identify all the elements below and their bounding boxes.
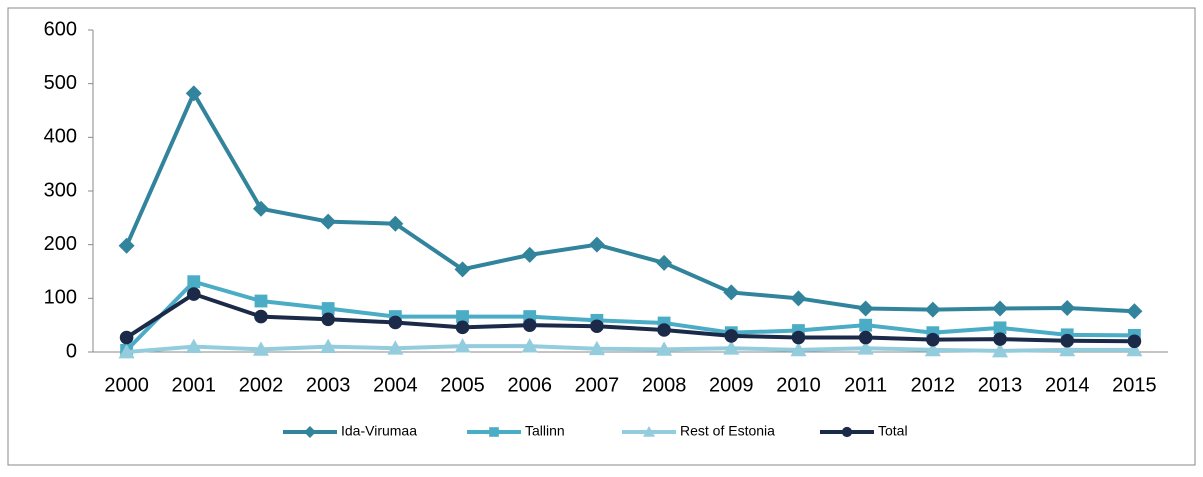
data-point bbox=[723, 284, 740, 301]
data-point bbox=[1059, 341, 1076, 357]
data-point bbox=[657, 323, 671, 337]
y-tick-label: 0 bbox=[66, 340, 77, 362]
data-point bbox=[588, 236, 605, 253]
data-point bbox=[521, 338, 538, 353]
legend-label: Tallinn bbox=[525, 423, 565, 439]
data-point bbox=[252, 341, 269, 356]
y-tick-label: 600 bbox=[44, 18, 77, 40]
y-tick-label: 500 bbox=[44, 72, 77, 94]
x-tick-label: 2015 bbox=[1112, 374, 1157, 396]
data-point bbox=[1060, 333, 1075, 348]
data-point bbox=[857, 340, 874, 355]
data-point bbox=[791, 330, 806, 345]
data-point bbox=[993, 332, 1007, 346]
data-point bbox=[454, 338, 471, 353]
data-point bbox=[455, 320, 470, 335]
legend-marker bbox=[643, 426, 655, 437]
x-tick-label: 2005 bbox=[440, 374, 485, 396]
data-point bbox=[252, 200, 269, 217]
x-tick-label: 2009 bbox=[709, 374, 754, 396]
y-tick-label: 400 bbox=[44, 126, 77, 148]
x-tick-label: 2006 bbox=[507, 374, 552, 396]
data-point bbox=[387, 340, 404, 355]
data-point bbox=[992, 300, 1009, 317]
x-tick-label: 2008 bbox=[642, 374, 687, 396]
data-point bbox=[926, 332, 940, 347]
legend-marker bbox=[489, 427, 499, 437]
x-tick-label: 2004 bbox=[373, 374, 418, 396]
chart-border bbox=[7, 7, 1196, 466]
data-point bbox=[187, 275, 201, 289]
data-point bbox=[790, 341, 807, 357]
data-point bbox=[1126, 341, 1143, 357]
x-tick-label: 2002 bbox=[239, 374, 284, 396]
x-tick-label: 2001 bbox=[172, 374, 217, 396]
data-point bbox=[320, 213, 337, 230]
data-point bbox=[656, 254, 673, 271]
data-point bbox=[388, 315, 403, 330]
data-point bbox=[522, 318, 537, 332]
x-tick-label: 2000 bbox=[104, 374, 149, 396]
data-point bbox=[321, 312, 335, 327]
data-point bbox=[119, 330, 134, 345]
data-point bbox=[859, 318, 873, 332]
data-point bbox=[118, 237, 135, 254]
data-point bbox=[521, 246, 538, 263]
data-point bbox=[320, 338, 337, 354]
series-line bbox=[125, 279, 1135, 352]
data-point bbox=[992, 342, 1009, 358]
x-tick-label: 2007 bbox=[575, 374, 620, 396]
x-tick-label: 2003 bbox=[306, 374, 351, 396]
data-point bbox=[790, 290, 807, 307]
data-point bbox=[590, 319, 604, 334]
x-tick-label: 2010 bbox=[776, 374, 821, 396]
series-line bbox=[125, 291, 1135, 344]
data-point bbox=[588, 340, 605, 356]
x-tick-label: 2011 bbox=[844, 374, 887, 396]
data-point bbox=[1126, 303, 1143, 320]
y-tick-label: 100 bbox=[44, 287, 77, 309]
data-point bbox=[387, 215, 404, 232]
data-point bbox=[186, 287, 201, 301]
data-point bbox=[321, 302, 335, 315]
data-point bbox=[254, 309, 268, 324]
data-point bbox=[858, 330, 873, 345]
data-point bbox=[254, 294, 268, 308]
legend-label: Ida-Virumaa bbox=[341, 423, 417, 439]
series-line bbox=[126, 344, 1135, 354]
x-tick-label: 2013 bbox=[978, 374, 1023, 396]
data-point bbox=[456, 310, 469, 323]
data-point bbox=[118, 344, 135, 359]
data-point bbox=[1127, 334, 1142, 349]
data-point bbox=[1059, 299, 1076, 316]
series-line bbox=[124, 88, 1135, 314]
data-point bbox=[656, 341, 673, 356]
legend-marker bbox=[841, 426, 853, 438]
data-point bbox=[857, 300, 874, 317]
data-point bbox=[924, 341, 941, 357]
y-tick-label: 200 bbox=[44, 233, 77, 255]
data-point bbox=[924, 301, 941, 318]
data-point bbox=[993, 321, 1007, 335]
data-point bbox=[185, 338, 202, 354]
x-tick-label: 2014 bbox=[1045, 374, 1090, 396]
y-tick-label: 300 bbox=[44, 179, 77, 201]
legend-label: Rest of Estonia bbox=[680, 423, 775, 439]
x-tick-label: 2012 bbox=[911, 374, 956, 396]
legend-label: Total bbox=[878, 423, 908, 439]
legend-marker bbox=[304, 426, 316, 438]
data-point bbox=[724, 329, 739, 343]
data-point bbox=[723, 340, 740, 355]
data-point bbox=[185, 85, 202, 102]
data-point bbox=[454, 261, 471, 278]
